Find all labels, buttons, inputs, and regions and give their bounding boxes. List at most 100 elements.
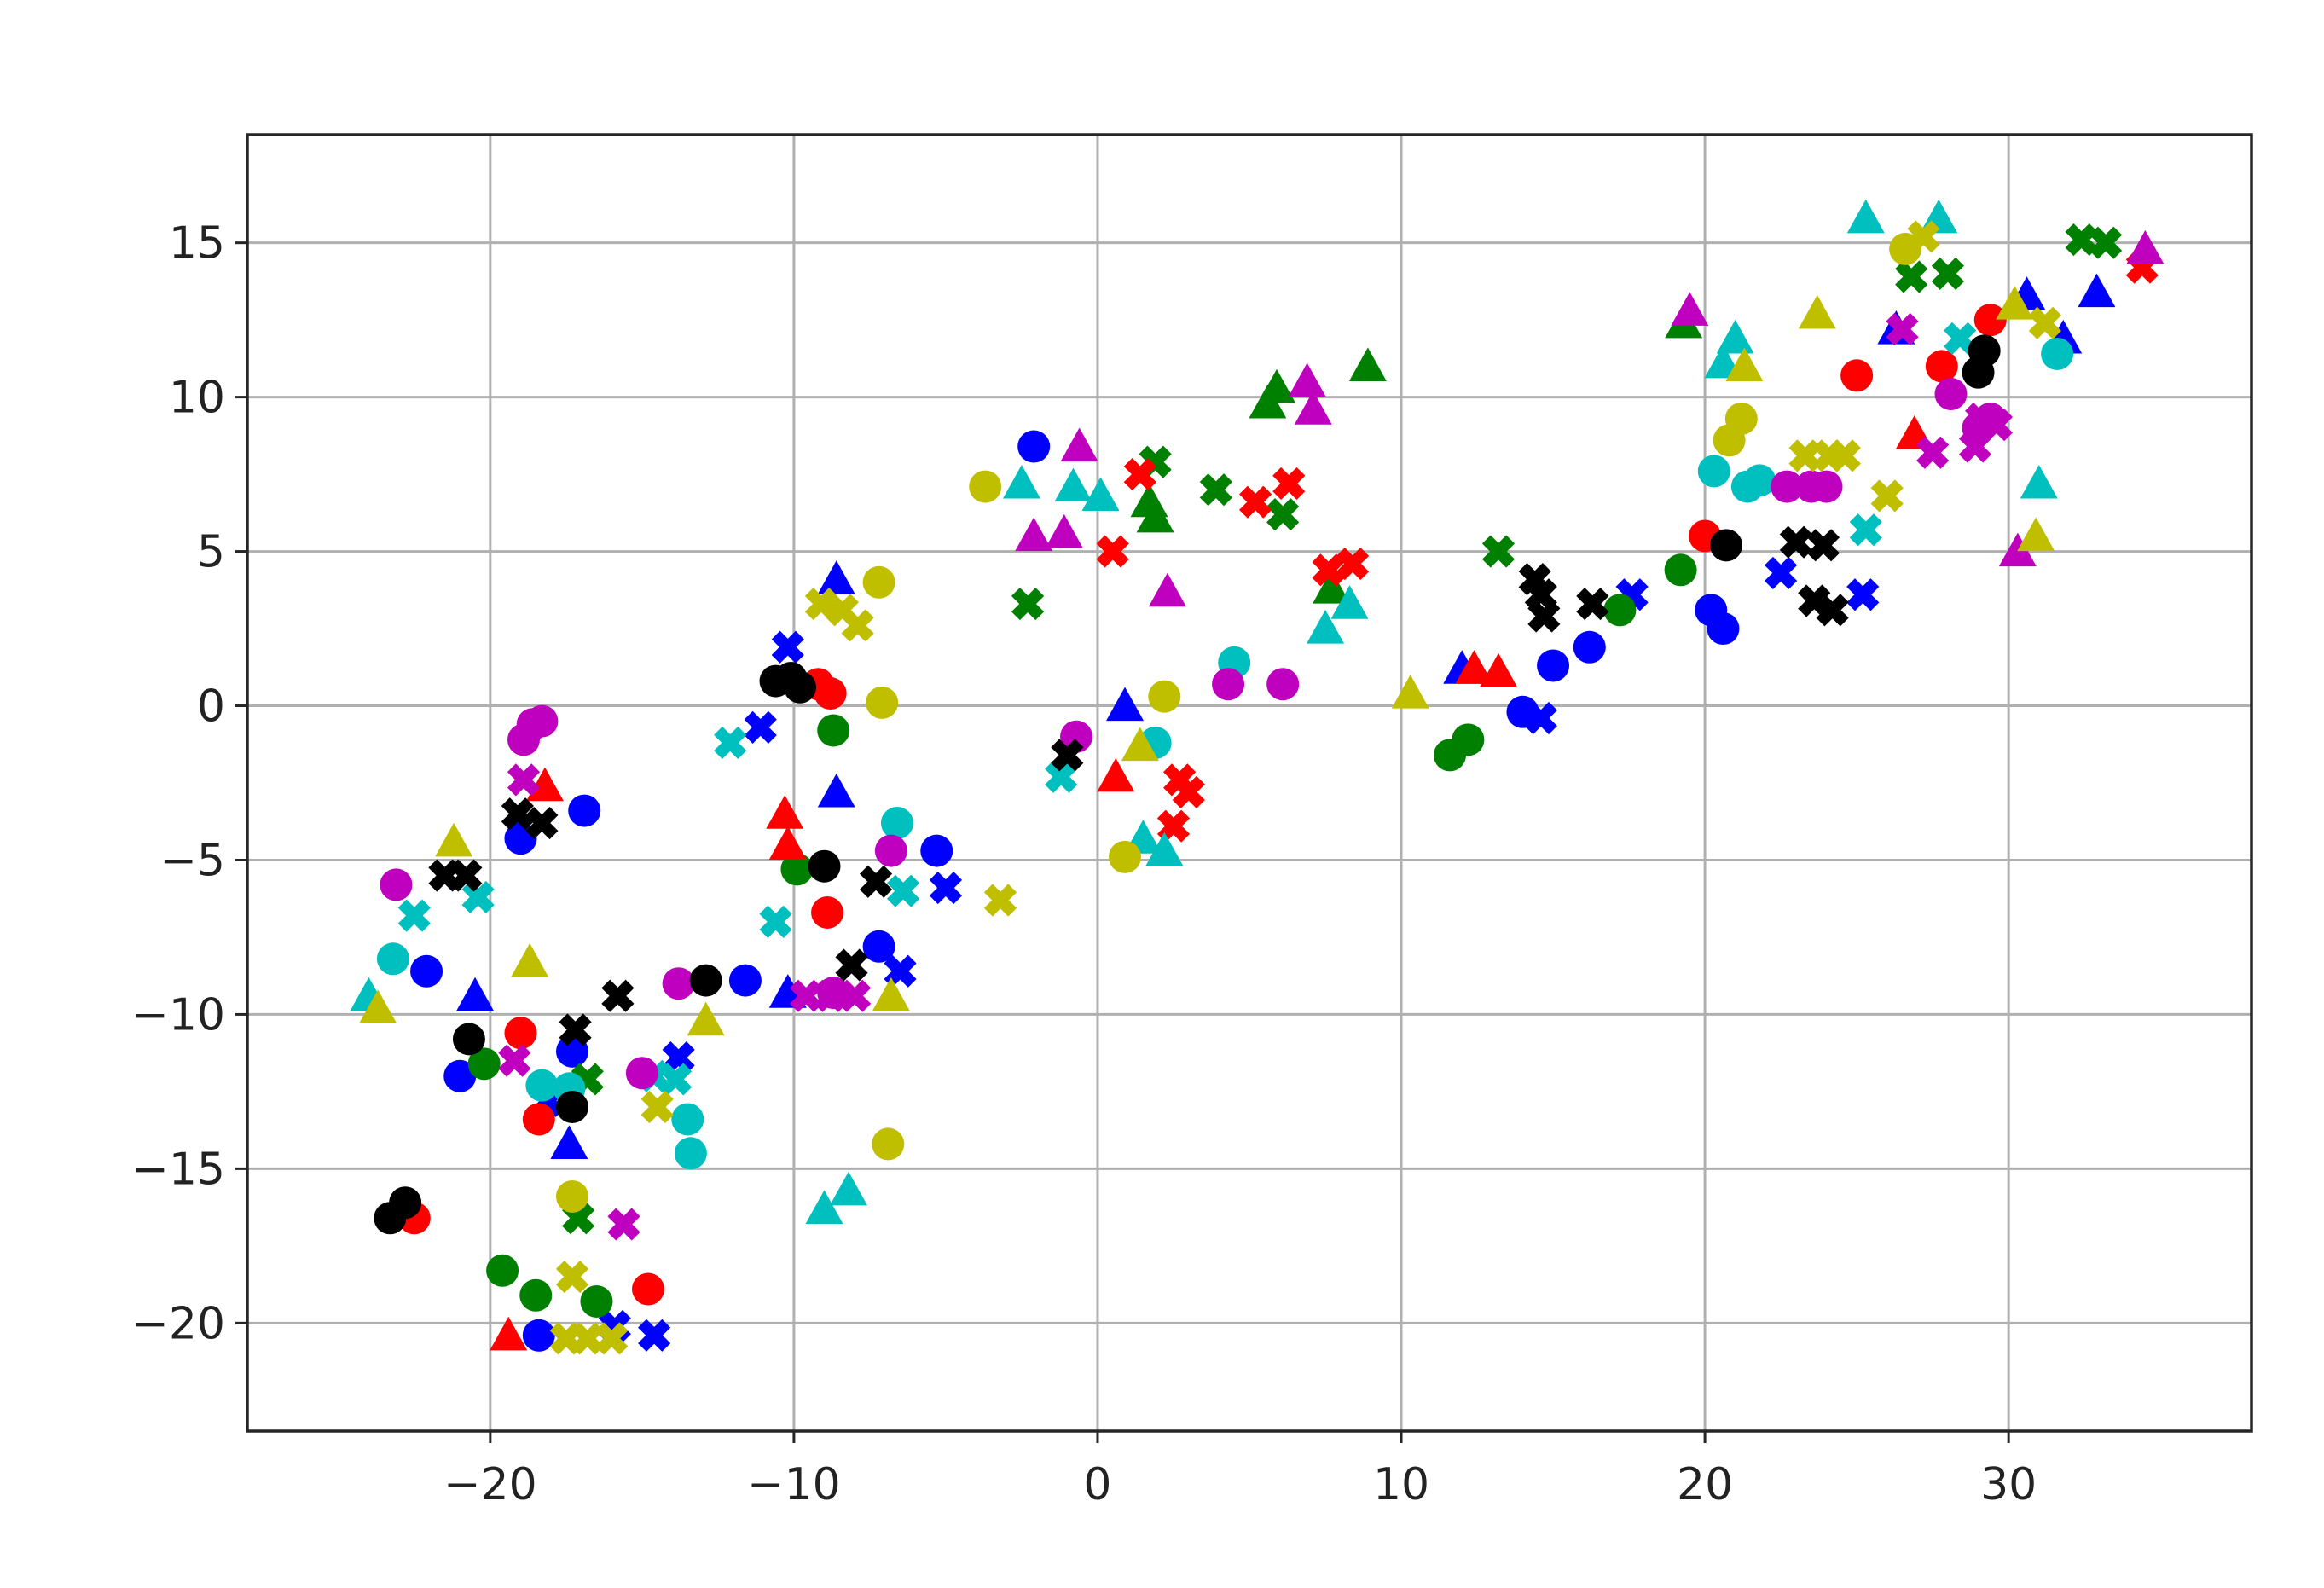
circle-marker xyxy=(1925,350,1958,383)
circle-marker xyxy=(784,670,817,704)
cross-marker xyxy=(2028,306,2061,339)
y-tick-label: −15 xyxy=(131,1144,225,1195)
triangle-marker xyxy=(817,773,855,808)
cross-marker xyxy=(640,1090,674,1124)
cross-marker xyxy=(1849,513,1882,547)
circle-marker xyxy=(522,1103,555,1136)
cross-marker xyxy=(1886,312,1919,346)
cross-marker xyxy=(835,948,868,982)
triangle-marker xyxy=(1081,477,1120,512)
cross-marker xyxy=(1172,775,1205,808)
triangle-marker xyxy=(2078,273,2116,308)
cross-marker xyxy=(1096,535,1129,568)
cross-marker xyxy=(929,871,963,905)
circle-marker xyxy=(1743,464,1776,497)
circle-marker xyxy=(808,849,841,883)
circle-marker xyxy=(920,834,953,867)
cross-marker xyxy=(1312,553,1345,587)
circle-marker xyxy=(674,1137,707,1170)
circle-marker xyxy=(880,807,913,840)
y-tick-label: 0 xyxy=(197,681,225,733)
circle-marker xyxy=(1060,720,1093,753)
triangle-marker xyxy=(817,560,855,594)
circle-marker xyxy=(872,1127,905,1161)
cross-marker xyxy=(1944,322,1977,355)
triangle-marker xyxy=(511,942,549,977)
triangle-marker xyxy=(1015,517,1053,552)
cross-marker xyxy=(449,859,483,892)
cross-marker xyxy=(397,899,431,932)
cross-marker xyxy=(1798,584,1831,617)
cross-marker xyxy=(1272,467,1306,501)
cross-marker xyxy=(1958,430,1992,463)
cross-marker xyxy=(1788,439,1822,472)
cross-marker xyxy=(1011,588,1045,621)
cross-marker xyxy=(658,1063,693,1096)
circle-marker xyxy=(1452,723,1485,756)
cross-marker xyxy=(1916,436,1950,469)
triangle-marker xyxy=(1391,675,1429,709)
cross-marker xyxy=(744,710,777,744)
circle-marker xyxy=(1664,553,1697,587)
cross-marker xyxy=(1931,257,1965,290)
y-tick-label: 15 xyxy=(169,218,225,269)
circle-marker xyxy=(376,942,409,976)
triangle-marker xyxy=(1996,286,2034,320)
cross-marker xyxy=(607,1208,640,1241)
circle-marker xyxy=(522,1319,555,1352)
circle-marker xyxy=(486,1254,519,1287)
cross-marker xyxy=(1895,260,1928,293)
cross-marker xyxy=(1765,556,1798,589)
circle-marker xyxy=(780,853,814,886)
x-tick-label: 10 xyxy=(1373,1459,1429,1510)
circle-marker xyxy=(811,896,844,929)
cross-marker xyxy=(814,979,847,1012)
circle-marker xyxy=(467,1047,501,1081)
circle-marker xyxy=(519,1278,553,1312)
cross-marker xyxy=(790,979,823,1012)
x-tick-label: 30 xyxy=(1980,1459,2037,1510)
cross-marker xyxy=(1527,600,1561,633)
cross-marker xyxy=(983,884,1017,917)
cross-marker xyxy=(859,865,893,898)
x-tick-label: 0 xyxy=(1083,1459,1111,1510)
circle-marker xyxy=(862,565,895,599)
circle-marker xyxy=(866,686,899,719)
triangle-marker xyxy=(1130,483,1168,518)
triangle-marker xyxy=(830,1171,867,1206)
cross-marker xyxy=(1576,588,1609,621)
triangle-marker xyxy=(1455,650,1493,684)
circle-marker xyxy=(525,1069,559,1102)
cross-marker xyxy=(571,1322,604,1355)
y-tick-label: −10 xyxy=(131,989,225,1040)
circle-marker xyxy=(862,930,895,963)
cross-marker xyxy=(601,979,635,1012)
cross-marker xyxy=(1907,220,1940,253)
triangle-marker xyxy=(872,977,910,1011)
circle-marker xyxy=(1537,649,1570,682)
cross-marker xyxy=(461,880,495,913)
triangle-marker xyxy=(550,1125,588,1160)
cross-marker xyxy=(1779,525,1813,559)
circle-marker xyxy=(1934,378,1968,410)
circle-marker xyxy=(1973,304,2007,337)
circle-marker xyxy=(625,1057,658,1090)
x-tick-label: 20 xyxy=(1677,1459,1733,1510)
cross-marker xyxy=(1051,739,1084,772)
triangle-marker xyxy=(1998,532,2037,567)
x-tick-label: −20 xyxy=(443,1459,537,1510)
triangle-marker xyxy=(1121,727,1159,762)
cross-marker xyxy=(804,588,838,621)
triangle-marker xyxy=(1097,757,1135,792)
triangle-marker xyxy=(1002,464,1040,499)
triangle-marker xyxy=(1060,427,1098,462)
cross-marker xyxy=(1979,409,2014,442)
cross-marker xyxy=(1266,498,1300,531)
circle-marker xyxy=(1148,680,1181,713)
circle-marker xyxy=(689,964,722,997)
circle-marker xyxy=(1697,455,1730,488)
cross-marker xyxy=(1123,458,1156,491)
cross-marker xyxy=(1045,760,1078,793)
circle-marker xyxy=(814,677,847,710)
